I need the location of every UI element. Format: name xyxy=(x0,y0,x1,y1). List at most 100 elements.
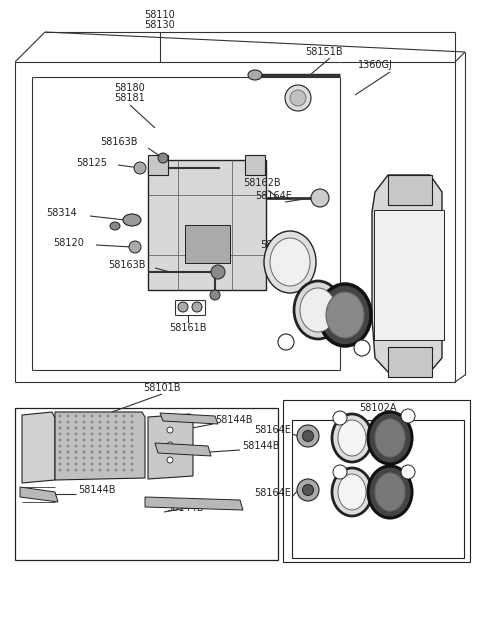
Circle shape xyxy=(107,433,109,435)
Bar xyxy=(15,408,278,560)
Ellipse shape xyxy=(338,420,366,456)
Circle shape xyxy=(83,457,85,459)
Circle shape xyxy=(192,302,202,312)
Circle shape xyxy=(107,439,109,441)
Text: 58144B: 58144B xyxy=(166,503,204,513)
Circle shape xyxy=(115,457,117,459)
Circle shape xyxy=(107,415,109,417)
Text: 58164E: 58164E xyxy=(254,488,291,498)
Circle shape xyxy=(99,469,101,471)
Circle shape xyxy=(67,433,69,435)
Text: 58144B: 58144B xyxy=(242,441,279,451)
Text: 58120: 58120 xyxy=(53,238,84,248)
Circle shape xyxy=(67,469,69,471)
Ellipse shape xyxy=(338,474,366,510)
Circle shape xyxy=(123,415,125,417)
Circle shape xyxy=(75,469,77,471)
Ellipse shape xyxy=(264,231,316,293)
Circle shape xyxy=(75,445,77,447)
Ellipse shape xyxy=(332,414,372,462)
Circle shape xyxy=(115,451,117,453)
Circle shape xyxy=(75,415,77,417)
Text: 58314: 58314 xyxy=(46,208,77,218)
Circle shape xyxy=(115,463,117,465)
Circle shape xyxy=(99,415,101,417)
Ellipse shape xyxy=(368,466,412,518)
Circle shape xyxy=(134,162,146,174)
Circle shape xyxy=(115,469,117,471)
Circle shape xyxy=(67,445,69,447)
Circle shape xyxy=(123,451,125,453)
Ellipse shape xyxy=(110,222,120,230)
Circle shape xyxy=(59,445,61,447)
Circle shape xyxy=(91,433,93,435)
Polygon shape xyxy=(20,487,58,502)
Polygon shape xyxy=(372,175,442,372)
Circle shape xyxy=(59,433,61,435)
Circle shape xyxy=(311,189,329,207)
Ellipse shape xyxy=(297,425,319,447)
Circle shape xyxy=(91,451,93,453)
Circle shape xyxy=(115,433,117,435)
Circle shape xyxy=(83,415,85,417)
Circle shape xyxy=(167,427,173,433)
Circle shape xyxy=(83,451,85,453)
Ellipse shape xyxy=(332,468,372,516)
Circle shape xyxy=(99,421,101,424)
Circle shape xyxy=(91,469,93,471)
Circle shape xyxy=(107,463,109,465)
Text: 58112: 58112 xyxy=(260,240,291,250)
Circle shape xyxy=(59,469,61,471)
Text: 58164E: 58164E xyxy=(254,425,291,435)
Circle shape xyxy=(131,445,133,447)
Ellipse shape xyxy=(368,412,412,464)
Circle shape xyxy=(59,421,61,424)
Circle shape xyxy=(131,451,133,453)
Text: 58162B: 58162B xyxy=(243,178,281,188)
Bar xyxy=(148,155,168,175)
Circle shape xyxy=(115,427,117,429)
Polygon shape xyxy=(55,412,145,480)
Circle shape xyxy=(99,463,101,465)
Circle shape xyxy=(123,469,125,471)
Circle shape xyxy=(59,451,61,453)
Circle shape xyxy=(333,465,347,479)
Circle shape xyxy=(131,439,133,441)
Circle shape xyxy=(107,421,109,424)
Text: 58102A: 58102A xyxy=(359,403,397,413)
Text: 58180: 58180 xyxy=(115,83,145,93)
Ellipse shape xyxy=(297,479,319,501)
Text: 1: 1 xyxy=(337,467,342,477)
Circle shape xyxy=(83,463,85,465)
Circle shape xyxy=(75,427,77,429)
Polygon shape xyxy=(148,414,193,479)
Circle shape xyxy=(67,463,69,465)
Circle shape xyxy=(285,85,311,111)
Ellipse shape xyxy=(300,288,336,332)
Circle shape xyxy=(131,433,133,435)
Polygon shape xyxy=(22,412,55,483)
Text: 2: 2 xyxy=(406,411,410,420)
Polygon shape xyxy=(160,413,218,424)
Text: 58164E: 58164E xyxy=(255,191,292,201)
Text: 58125: 58125 xyxy=(76,158,107,168)
Text: 2: 2 xyxy=(360,344,365,353)
Circle shape xyxy=(83,445,85,447)
Circle shape xyxy=(211,265,225,279)
Circle shape xyxy=(131,457,133,459)
Circle shape xyxy=(123,433,125,435)
Bar xyxy=(374,210,444,340)
Circle shape xyxy=(401,465,415,479)
Ellipse shape xyxy=(375,473,405,511)
Text: 58163B: 58163B xyxy=(100,137,137,147)
Circle shape xyxy=(129,241,141,253)
Circle shape xyxy=(99,451,101,453)
Text: 1: 1 xyxy=(337,413,342,422)
Circle shape xyxy=(123,463,125,465)
Circle shape xyxy=(99,433,101,435)
Circle shape xyxy=(59,427,61,429)
Circle shape xyxy=(123,445,125,447)
Circle shape xyxy=(107,427,109,429)
Circle shape xyxy=(115,439,117,441)
Circle shape xyxy=(83,421,85,424)
